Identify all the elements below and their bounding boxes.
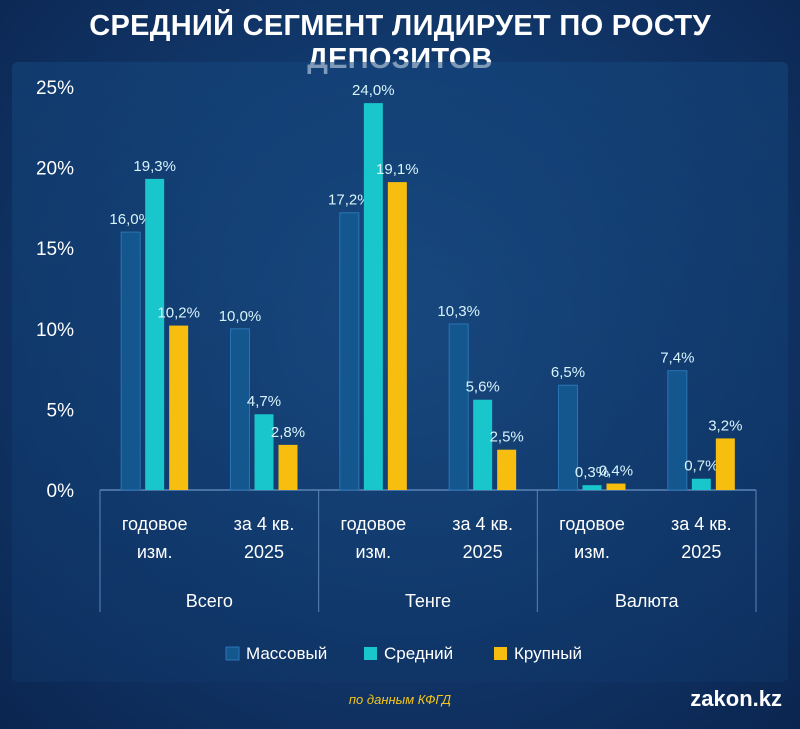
bar-крупный: [169, 325, 189, 490]
bar-value-label: 2,8%: [271, 424, 305, 441]
x-category-label: годовое: [340, 514, 406, 534]
bar-массовый: [558, 384, 578, 491]
bar-массовый: [120, 231, 141, 491]
y-tick-label: 15%: [36, 239, 74, 260]
x-group-label: Валюта: [615, 591, 680, 611]
y-tick-label: 10%: [36, 320, 74, 341]
bar-средний: [582, 485, 602, 490]
y-tick-label: 20%: [36, 159, 74, 180]
x-group-label: Тенге: [405, 591, 451, 611]
source-note: по данным КФГД: [348, 692, 452, 707]
bar-value-label: 10,2%: [157, 305, 200, 322]
x-category-label: изм.: [574, 542, 610, 562]
bar-value-label: 10,0%: [219, 308, 262, 325]
bar-value-label: 19,1%: [376, 161, 419, 178]
x-category-label: годовое: [122, 514, 188, 534]
bar-value-label: 5,6%: [466, 379, 500, 396]
bar-value-label: 2,5%: [490, 429, 524, 446]
legend-label: Массовый: [246, 644, 327, 663]
chart-title: СРЕДНИЙ СЕГМЕНТ ЛИДИРУЕТ ПО РОСТУ ДЕПОЗИ…: [89, 10, 711, 75]
bar-chart: 0% 5% 10% 15% 20% 25% 16,0% 10,0% 17,2% 10,3% 6,5%…: [36, 78, 757, 663]
bar-средний: [145, 178, 165, 490]
legend-label: Средний: [384, 644, 453, 663]
bar-value-label: 0,4%: [599, 463, 633, 480]
bar-value-label: 6,5%: [551, 364, 585, 381]
bar-value-label: 7,4%: [660, 350, 694, 367]
bar-value-label: 24,0%: [352, 82, 395, 99]
bar-value-label: 16,0%: [109, 211, 152, 228]
y-tick-label: 5%: [47, 400, 75, 421]
bar-средний: [254, 414, 274, 490]
x-category-label: за 4 кв.: [452, 514, 513, 534]
bar-массовый: [230, 328, 250, 491]
legend-swatch-крупный: [494, 647, 507, 660]
bar-крупный: [387, 182, 407, 490]
x-category-label: за 4 кв.: [671, 514, 732, 534]
bar-средний: [363, 103, 383, 490]
bar-массовый: [667, 370, 688, 491]
bar-value-label: 19,3%: [133, 158, 176, 175]
x-category-label: изм.: [137, 542, 173, 562]
bar-крупный: [715, 438, 735, 490]
x-category-label: 2025: [463, 542, 503, 562]
bar-value-label: 10,3%: [437, 303, 480, 320]
x-category-label: годовое: [559, 514, 625, 534]
bar-массовый: [448, 323, 469, 491]
y-tick-label: 0%: [47, 481, 75, 502]
bar-крупный: [497, 449, 517, 490]
x-category-label: за 4 кв.: [234, 514, 295, 534]
bar-value-label: 4,7%: [247, 393, 281, 410]
bar-value-label: 0,3%: [575, 464, 609, 481]
bar-массовый: [339, 212, 360, 491]
bar-крупный: [278, 444, 298, 490]
bar-крупный: [606, 483, 626, 490]
legend-swatch-средний: [364, 647, 377, 660]
legend-label: Крупный: [514, 644, 582, 663]
bar-value-label: 17,2%: [328, 192, 371, 209]
y-tick-label: 25%: [36, 78, 74, 99]
x-category-label: изм.: [355, 542, 391, 562]
bar-value-label: 0,7%: [684, 458, 718, 475]
x-category-label: 2025: [244, 542, 284, 562]
bar-средний: [691, 478, 711, 490]
bar-value-label: 3,2%: [708, 417, 742, 434]
bar-средний: [473, 399, 493, 490]
x-group-label: Всего: [186, 591, 233, 611]
brand-logo: zakon.kz: [690, 686, 782, 711]
chart-panel: 0% 5% 10% 15% 20% 25% 16,0% 10,0% 17,2% 10,3% 6,5%…: [12, 62, 788, 682]
legend-swatch-массовый: [225, 646, 240, 661]
x-category-label: 2025: [681, 542, 721, 562]
